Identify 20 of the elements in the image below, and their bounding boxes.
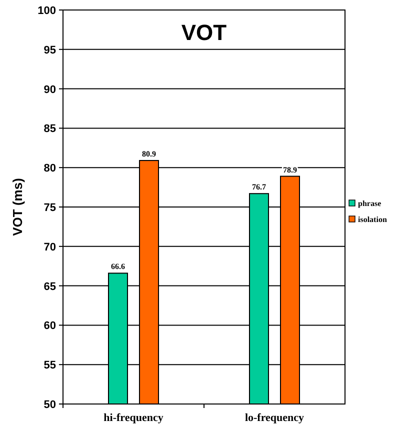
data-label: 66.6 <box>111 262 125 272</box>
y-tick-label: 95 <box>44 44 56 56</box>
y-tick-label: 90 <box>44 84 56 96</box>
y-tick-label: 85 <box>44 123 56 136</box>
y-tick-label: 70 <box>44 241 56 254</box>
y-tick-label: 100 <box>38 5 56 17</box>
y-tick-label: 65 <box>44 280 56 293</box>
data-label: 80.9 <box>142 150 156 159</box>
y-tick-label: 60 <box>44 320 56 332</box>
y-tick-label: 80 <box>44 162 56 175</box>
x-tick-label: lo-frequency <box>244 412 305 424</box>
y-tick-label: 75 <box>44 202 56 214</box>
y-tick-label: 50 <box>44 399 56 411</box>
text: VOT <box>181 20 228 45</box>
x-tick-label: hi-frequency <box>104 412 164 424</box>
y-axis-title: VOT (ms) <box>10 178 25 236</box>
legend-label: isolation <box>358 215 388 224</box>
legend-label: phrase <box>358 199 382 208</box>
y-tick-label: 55 <box>44 360 56 372</box>
data-label: 76.7 <box>252 182 266 192</box>
